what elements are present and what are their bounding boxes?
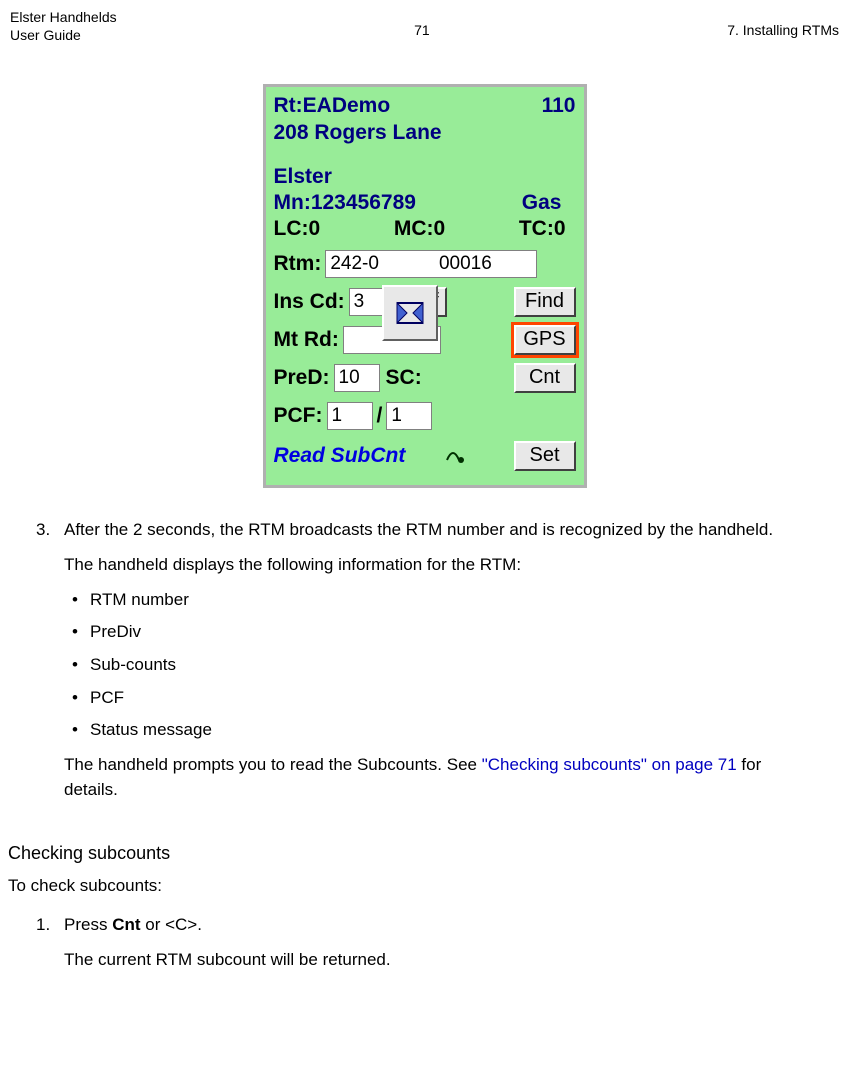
- route-label: Rt:EADemo: [274, 93, 391, 119]
- gps-button[interactable]: GPS: [514, 325, 576, 355]
- bullet-item: •RTM number: [64, 588, 819, 613]
- rtm-input[interactable]: 242-0 00016: [325, 250, 537, 278]
- set-button[interactable]: Set: [514, 441, 576, 471]
- page-header: Elster Handhelds User Guide 71 7. Instal…: [0, 0, 849, 44]
- doc-subtitle: User Guide: [10, 26, 117, 44]
- item3-p3: The handheld prompts you to read the Sub…: [64, 753, 819, 802]
- cross-reference-link[interactable]: "Checking subcounts" on page 71: [482, 755, 737, 774]
- ins-label: Ins Cd:: [274, 290, 345, 314]
- chapter-title: 7. Installing RTMs: [727, 8, 839, 38]
- mc-value: MC:0: [394, 216, 445, 242]
- item-number: 3.: [30, 518, 64, 812]
- rtm-value-left: 242-0: [330, 253, 379, 275]
- item1-p1: Press Cnt or <C>.: [64, 913, 819, 938]
- item-number: 1.: [30, 913, 64, 982]
- read-subcnt-label: Read SubCnt: [274, 444, 406, 468]
- route-number: 110: [542, 93, 576, 119]
- pcf-slash: /: [377, 404, 383, 428]
- item3-p1: After the 2 seconds, the RTM broadcasts …: [64, 518, 819, 543]
- bullet-item: •PCF: [64, 686, 819, 711]
- pcf-den-input[interactable]: 1: [386, 402, 432, 430]
- rtm-label: Rtm:: [274, 252, 322, 276]
- find-button[interactable]: Find: [514, 287, 576, 317]
- content-area: 3. After the 2 seconds, the RTM broadcas…: [0, 488, 849, 982]
- section-heading: Checking subcounts: [8, 840, 819, 866]
- item1-p2: The current RTM subcount will be returne…: [64, 948, 819, 973]
- pcf-label: PCF:: [274, 404, 323, 428]
- list-item-1: 1. Press Cnt or <C>. The current RTM sub…: [30, 913, 819, 982]
- item3-p2: The handheld displays the following info…: [64, 553, 819, 578]
- signal-icon: [445, 442, 473, 469]
- list-item-3: 3. After the 2 seconds, the RTM broadcas…: [30, 518, 819, 812]
- pcf-num-input[interactable]: 1: [327, 402, 373, 430]
- meter-number: Mn:123456789: [274, 190, 416, 216]
- tc-value: TC:0: [519, 216, 566, 242]
- rtm-value-right: 00016: [439, 253, 492, 275]
- bullet-item: •PreDiv: [64, 620, 819, 645]
- mtrd-label: Mt Rd:: [274, 328, 339, 352]
- header-left: Elster Handhelds User Guide: [10, 8, 117, 44]
- cnt-button[interactable]: Cnt: [514, 363, 576, 393]
- customer: Elster: [274, 164, 576, 190]
- page-number: 71: [414, 8, 430, 38]
- bullet-list: •RTM number •PreDiv •Sub-counts •PCF •St…: [64, 588, 819, 743]
- doc-title: Elster Handhelds: [10, 8, 117, 26]
- pred-input[interactable]: 10: [334, 364, 380, 392]
- address: 208 Rogers Lane: [274, 120, 576, 146]
- bullet-item: •Status message: [64, 718, 819, 743]
- meter-type: Gas: [522, 190, 562, 216]
- pred-label: PreD:: [274, 366, 330, 390]
- lc-value: LC:0: [274, 216, 321, 242]
- bullet-item: •Sub-counts: [64, 653, 819, 678]
- section-intro: To check subcounts:: [8, 874, 819, 899]
- sc-label: SC:: [386, 366, 422, 390]
- device-screenshot: Rt:EADemo 110 208 Rogers Lane Elster Mn:…: [263, 84, 587, 488]
- hourglass-overlay-icon: [382, 285, 438, 341]
